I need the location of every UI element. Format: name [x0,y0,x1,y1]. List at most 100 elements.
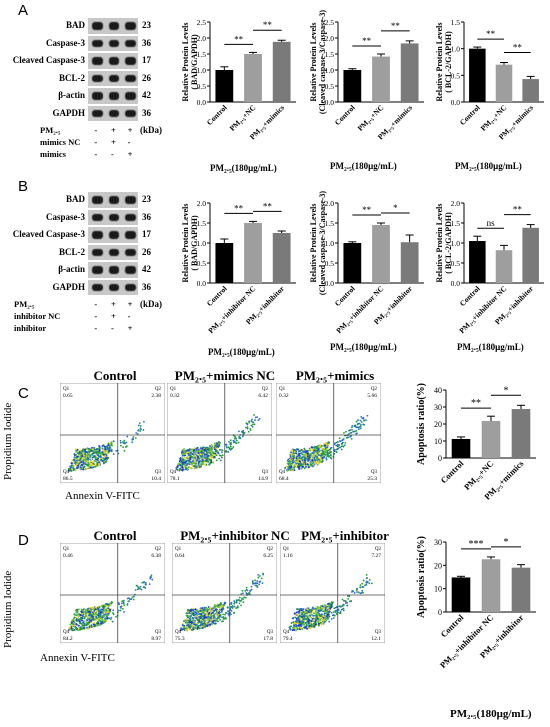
quadrant-name: Q1 [63,387,70,392]
flow-event [334,609,337,612]
flow-event [249,590,252,593]
flow-event [241,597,244,600]
flow-event [222,618,225,620]
flow-event [204,625,207,628]
flow-event [300,452,303,455]
flow-event [87,610,90,613]
flow-event [319,615,322,618]
wb-treatment-label: inhibitor NC [14,311,61,321]
flow-event [188,466,191,469]
flow-event [206,453,209,456]
x-title-a1: PM₂.₅(180μg/mL) [210,163,277,173]
flow-event [77,624,80,627]
flow-event [292,622,295,625]
flow-event [323,453,326,456]
flow-ylabel-d: Propidium Iodide [2,570,14,648]
flow-event [182,625,185,628]
flow-event [261,582,264,585]
flow-event [200,451,203,454]
flow-event [323,604,326,607]
flow-event [241,435,244,438]
quadrant-name: Q2 [155,547,162,552]
flow-event [366,581,369,583]
flow-event [181,463,184,466]
flow-event [101,619,104,622]
flow-event [206,610,209,613]
flow-event [207,621,210,624]
flow-event [195,466,198,469]
flow-event [191,617,194,620]
flow-event [97,622,100,625]
flow-event [82,454,85,457]
flow-title-c-control: Control [93,368,137,383]
flow-event [197,463,200,466]
y-tick-label: 2.0 [197,199,207,208]
flow-event [194,614,197,617]
flow-event [297,463,300,466]
flow-event [195,625,198,628]
wb-band [125,22,136,30]
quadrant-value: 84.2 [63,636,73,642]
flow-event [295,460,298,463]
wb-treatment-sign: + [111,125,116,135]
flow-event [87,452,90,455]
flow-event [301,627,304,630]
flow-event [150,576,153,578]
bar [495,64,513,102]
flow-event [256,586,259,589]
bar-chart-apoptosis-d: Apoptosis ratio(%) 0 10 20 30 ControlPM₂.₅+in… [416,536,536,670]
flow-event [83,466,86,469]
flow-event [79,614,82,617]
wb-band [108,57,120,65]
flow-event [106,603,109,606]
flow-event [250,424,253,427]
flow-event [350,437,353,440]
flow-event [254,416,257,419]
wb-band [125,74,136,82]
flow-event [183,448,186,451]
flow-event [305,450,308,453]
flow-event [122,601,125,604]
flow-event [121,607,124,610]
flow-event [300,624,303,627]
flow-event [201,625,204,628]
flow-event [303,467,306,470]
flow-event [333,614,336,617]
wb-band [125,109,136,117]
flow-event [97,607,100,610]
flow-event [151,578,154,581]
flow-event [89,466,92,469]
flow-event [210,444,213,447]
flow-event [94,606,97,609]
flow-event [361,589,364,592]
flow-event [94,608,97,611]
flow-event [126,603,129,606]
flow-event [194,623,197,626]
bar [469,48,486,102]
flow-event [85,621,88,624]
flow-event [206,625,209,628]
flow-xlabel-c: Annexin V-FITC [65,490,140,502]
wb-kda: 17 [142,55,151,65]
flow-event [98,612,101,615]
flow-event [209,459,212,462]
wb-band-strip [88,53,138,69]
flow-event [292,452,295,455]
flow-event [78,620,81,623]
significance-label: ** [362,205,372,215]
flow-event [179,459,182,462]
flow-event [357,428,360,431]
flow-event [239,437,242,440]
flow-event [81,612,84,615]
wb-treatment-sign: - [127,311,131,321]
quadrant-name: Q4 [63,630,70,635]
bar [372,56,390,102]
flow-event [89,612,92,615]
x-title-b3: PM₂.₅(180μg/mL) [457,342,524,352]
flow-event [84,624,87,627]
flow-event [288,626,291,629]
flow-event [131,438,134,440]
flow-event [304,461,307,464]
flow-event [238,602,241,605]
y-tick-label: 1.0 [325,239,335,248]
